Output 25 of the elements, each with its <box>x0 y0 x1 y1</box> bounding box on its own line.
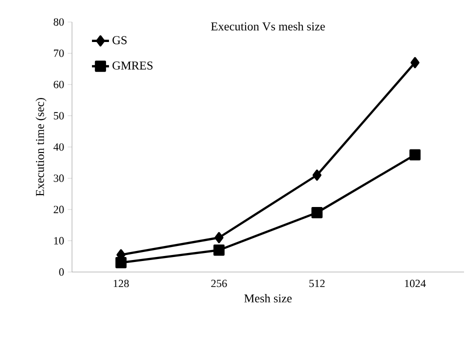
point <box>214 232 224 244</box>
y-tick-label: 30 <box>54 174 64 182</box>
x-tick-label: 128 <box>114 280 129 288</box>
chart-title: Execution Vs mesh size <box>211 22 325 31</box>
y-tick-label: 20 <box>54 206 64 214</box>
x-tick-label: 512 <box>309 280 325 288</box>
point <box>311 207 323 218</box>
y-tick-label: 50 <box>54 112 64 120</box>
y-axis-title: Execution time (sec) <box>36 98 46 196</box>
y-tick-label: 40 <box>53 143 64 151</box>
x-tick-label: 256 <box>211 280 227 288</box>
point <box>410 57 420 68</box>
point <box>312 170 322 181</box>
x-tick-label: 1024 <box>405 280 426 288</box>
y-tick-label: 0 <box>59 268 64 276</box>
y-tick-label: 80 <box>54 18 64 26</box>
y-tick-label: 10 <box>54 237 64 244</box>
y-tick-label: 70 <box>54 50 64 57</box>
point <box>213 244 225 256</box>
x-axis-title: Mesh size <box>244 294 292 302</box>
point <box>409 149 421 160</box>
legend-label: GMRES <box>112 62 153 70</box>
y-tick-label: 60 <box>54 80 64 88</box>
legend-label: GS <box>112 36 127 44</box>
point <box>115 257 127 268</box>
